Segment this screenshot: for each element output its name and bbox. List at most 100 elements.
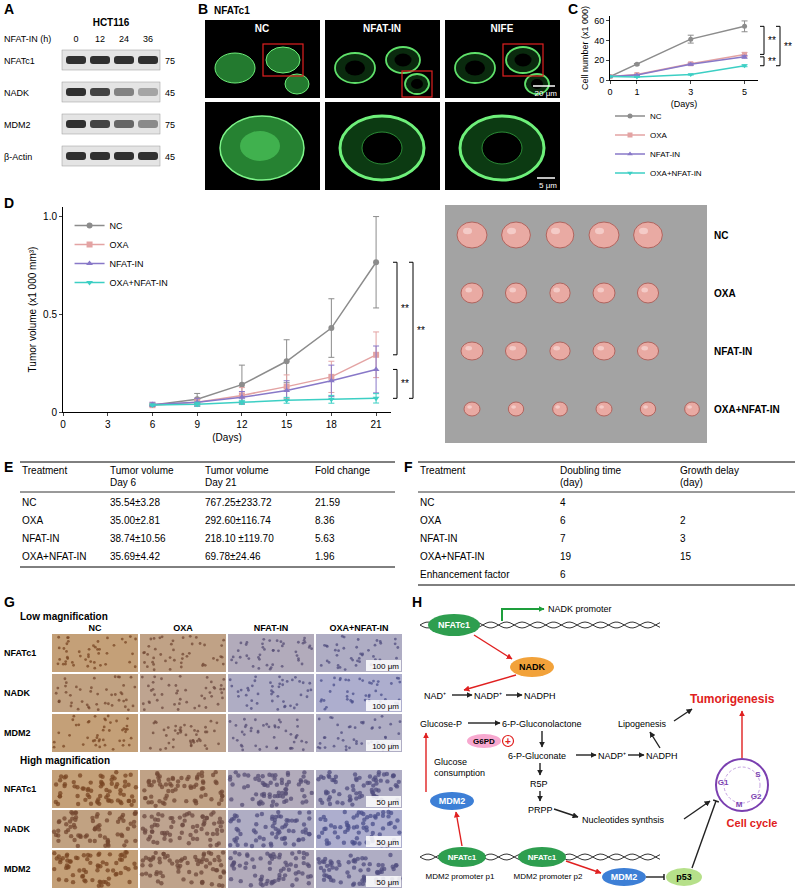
svg-text:NADK: NADK: [4, 824, 30, 834]
svg-text:50 μm: 50 μm: [377, 838, 400, 847]
svg-text:1.96: 1.96: [315, 551, 335, 562]
svg-text:Growth delay: Growth delay: [680, 465, 739, 476]
svg-text:D: D: [4, 195, 14, 211]
svg-text:NAD⁺: NAD⁺: [424, 691, 446, 701]
svg-text:NADK: NADK: [4, 88, 29, 98]
svg-text:PRPP: PRPP: [528, 805, 553, 815]
svg-text:69.78±24.46: 69.78±24.46: [205, 551, 261, 562]
svg-text:E: E: [4, 459, 13, 475]
svg-text:8.36: 8.36: [315, 515, 335, 526]
svg-text:35.69±4.42: 35.69±4.42: [110, 551, 160, 562]
svg-text:15: 15: [680, 551, 692, 562]
svg-text:6-P-Gluconolactone: 6-P-Gluconolactone: [502, 719, 582, 729]
svg-text:NADK: NADK: [4, 688, 30, 698]
svg-text:MDM2: MDM2: [4, 120, 31, 130]
svg-text:C: C: [568, 1, 578, 17]
svg-text:100 μm: 100 μm: [372, 702, 399, 711]
svg-text:12: 12: [95, 34, 105, 44]
svg-text:Nucleotides synthsis: Nucleotides synthsis: [582, 815, 665, 825]
svg-text:Doubling time: Doubling time: [560, 465, 622, 476]
svg-text:0.5: 0.5: [43, 309, 57, 320]
svg-text:OXA: OXA: [22, 515, 43, 526]
svg-text:MDM2: MDM2: [4, 728, 31, 738]
svg-text:NC: NC: [420, 497, 434, 508]
svg-text:NFATc1: NFATc1: [438, 620, 470, 630]
svg-text:MDM2: MDM2: [611, 872, 638, 882]
svg-text:12: 12: [236, 419, 248, 430]
svg-text:NFAT-IN: NFAT-IN: [363, 23, 401, 34]
svg-text:OXA: OXA: [420, 515, 441, 526]
svg-text:NFATc1: NFATc1: [214, 5, 250, 16]
svg-text:0: 0: [607, 87, 612, 97]
svg-text:M: M: [736, 800, 743, 809]
svg-text:G1: G1: [718, 778, 729, 787]
svg-text:NFAT-IN: NFAT-IN: [22, 533, 60, 544]
svg-text:218.10 ±119.70: 218.10 ±119.70: [205, 533, 274, 544]
svg-text:Cell cycle: Cell cycle: [727, 817, 778, 829]
svg-text:**: **: [401, 378, 409, 389]
svg-text:0: 0: [73, 34, 78, 44]
svg-text:consumption: consumption: [434, 768, 485, 778]
svg-text:100 μm: 100 μm: [372, 662, 399, 671]
svg-text:G6PD: G6PD: [473, 737, 495, 746]
svg-text:NFAT-IN: NFAT-IN: [110, 259, 144, 269]
svg-text:5 μm: 5 μm: [539, 181, 557, 190]
svg-text:0: 0: [60, 419, 66, 430]
svg-text:6: 6: [560, 569, 566, 580]
svg-text:OXA: OXA: [173, 623, 193, 633]
svg-text:15: 15: [281, 419, 293, 430]
svg-text:NFATc1: NFATc1: [528, 853, 557, 862]
svg-text:NFAT-IN: NFAT-IN: [254, 623, 288, 633]
svg-text:50 μm: 50 μm: [377, 798, 400, 807]
svg-text:Tumor volume: Tumor volume: [110, 465, 174, 476]
svg-text:**: **: [417, 325, 425, 336]
svg-text:19: 19: [560, 551, 572, 562]
svg-text:(Days): (Days): [671, 99, 698, 109]
svg-text:Low magnification: Low magnification: [20, 611, 108, 622]
svg-text:OXA: OXA: [650, 131, 668, 140]
svg-text:A: A: [4, 1, 14, 17]
svg-text:24: 24: [119, 34, 129, 44]
svg-text:NADK: NADK: [519, 662, 545, 672]
svg-text:18: 18: [326, 419, 338, 430]
svg-text:Tumorigenesis: Tumorigenesis: [690, 692, 775, 706]
svg-text:NFAT-IN: NFAT-IN: [420, 533, 458, 544]
svg-text:38.74±10.56: 38.74±10.56: [110, 533, 166, 544]
svg-text:75: 75: [165, 120, 175, 130]
svg-text:(Days): (Days): [212, 432, 241, 443]
svg-text:40: 40: [594, 36, 604, 46]
svg-text:6-P-Gluconate: 6-P-Gluconate: [508, 751, 566, 761]
svg-text:OXA: OXA: [714, 288, 736, 299]
svg-text:NC: NC: [89, 623, 102, 633]
svg-text:NC: NC: [714, 230, 728, 241]
svg-text:45: 45: [165, 88, 175, 98]
svg-text:S: S: [755, 770, 761, 779]
svg-text:NADK promoter: NADK promoter: [548, 604, 612, 614]
svg-text:767.25±233.72: 767.25±233.72: [205, 497, 272, 508]
svg-text:5: 5: [742, 87, 747, 97]
svg-text:β-Actin: β-Actin: [4, 152, 32, 162]
svg-text:OXA+NFAT-IN: OXA+NFAT-IN: [329, 623, 388, 633]
svg-text:Enhancement factor: Enhancement factor: [420, 569, 510, 580]
svg-text:NADPH: NADPH: [646, 751, 678, 761]
svg-text:NIFE: NIFE: [491, 23, 514, 34]
svg-text:(day): (day): [560, 477, 583, 488]
svg-text:MDM2: MDM2: [439, 796, 466, 806]
svg-text:**: **: [768, 56, 776, 67]
svg-text:NADP⁺: NADP⁺: [474, 691, 502, 701]
svg-text:NADP⁺: NADP⁺: [598, 751, 626, 761]
svg-text:High magnification: High magnification: [20, 755, 110, 766]
svg-text:4: 4: [560, 497, 566, 508]
svg-text:**: **: [784, 41, 792, 52]
svg-text:20: 20: [594, 55, 604, 65]
svg-text:NFATc1: NFATc1: [4, 648, 36, 658]
svg-text:NFAT-IN: NFAT-IN: [650, 150, 680, 159]
svg-text:OXA+NFAT-IN: OXA+NFAT-IN: [714, 404, 780, 415]
svg-text:Tumor volume (x1 000 mm³): Tumor volume (x1 000 mm³): [27, 247, 38, 373]
svg-text:G: G: [4, 594, 15, 610]
svg-text:292.60±116.74: 292.60±116.74: [205, 515, 271, 526]
svg-text:Lipogenesis: Lipogenesis: [618, 719, 667, 729]
svg-text:NC: NC: [650, 112, 662, 121]
svg-text:NADPH: NADPH: [524, 691, 556, 701]
svg-text:NFATc1: NFATc1: [4, 784, 36, 794]
